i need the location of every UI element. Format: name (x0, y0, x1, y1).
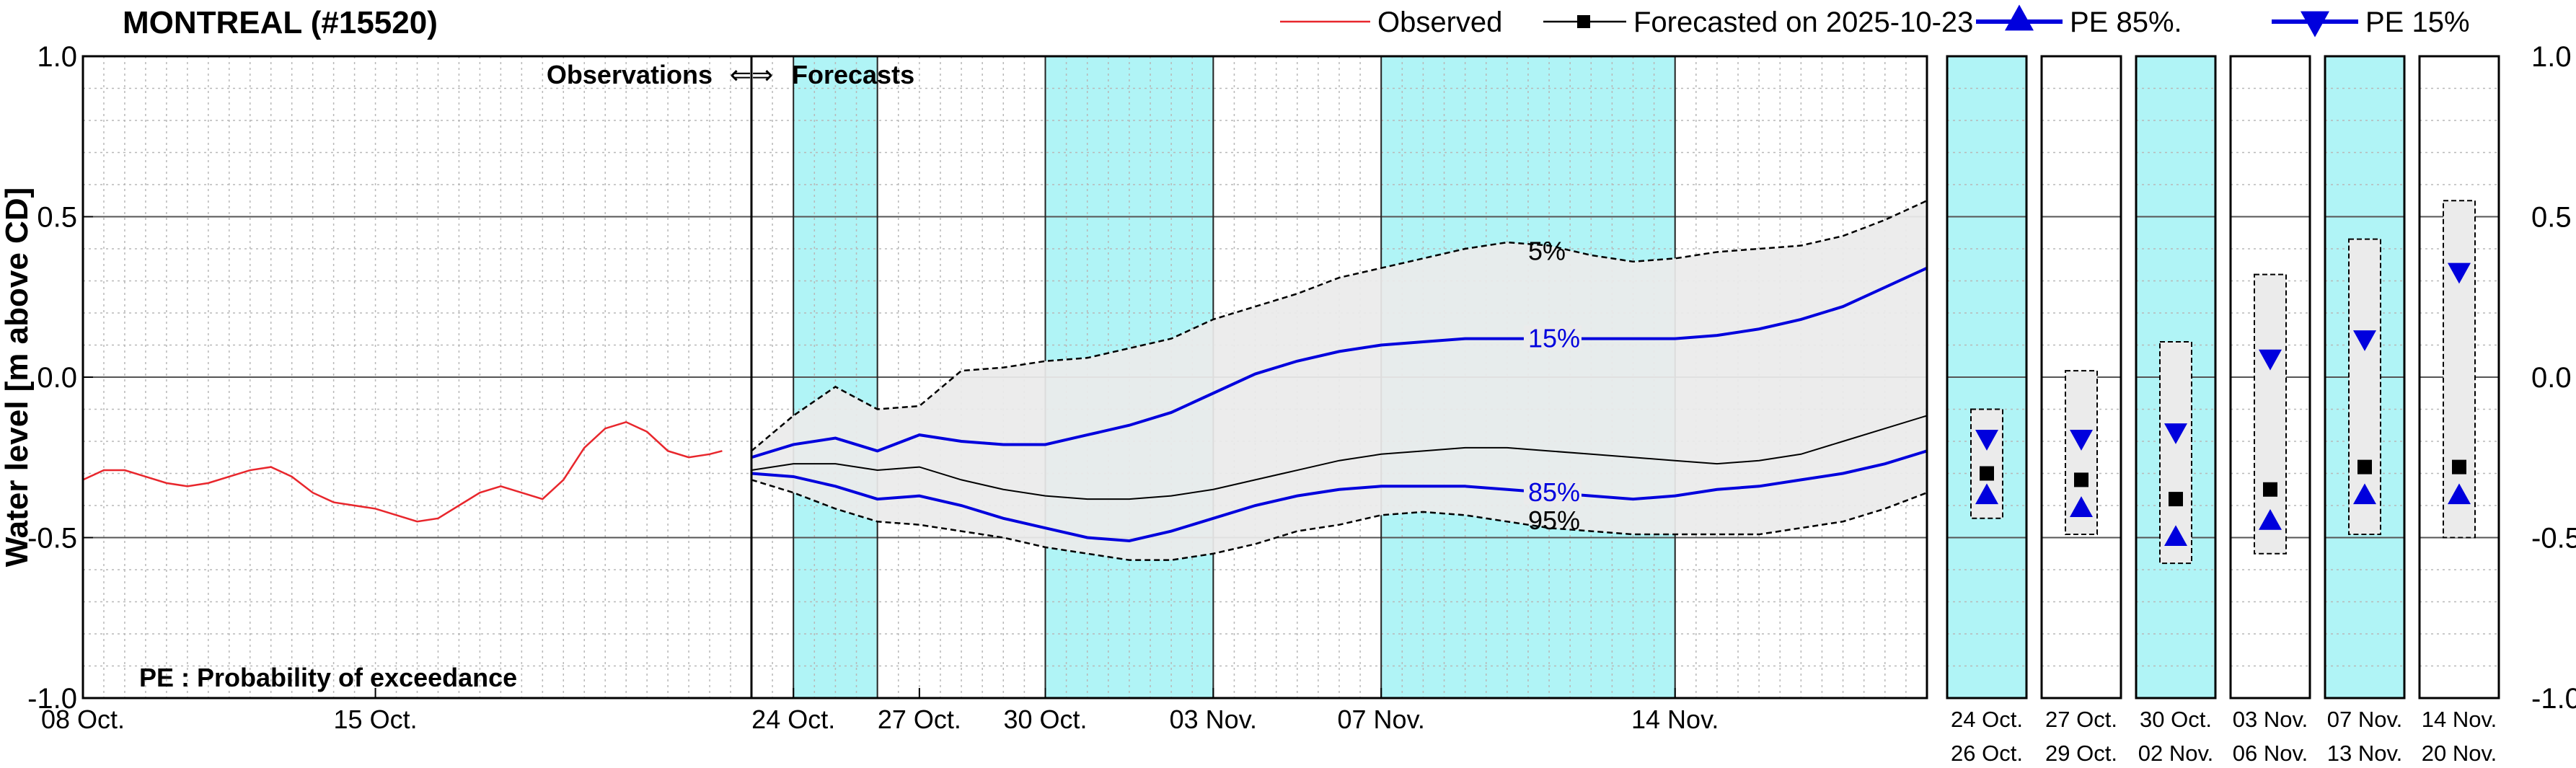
weekly-pe15-marker (2164, 423, 2187, 444)
weekly-pe85-marker (2353, 483, 2376, 505)
weekly-pe15-marker (2259, 349, 2282, 371)
legend-forecast-marker (1577, 15, 1590, 28)
legend-pe15-triangle (2301, 11, 2329, 37)
weekly-pe85-marker (2164, 525, 2187, 547)
x-tick-label: 27 Oct. (878, 705, 961, 734)
legend-pe15-label: PE 15% (2365, 6, 2470, 38)
weekly-forecast-marker (2452, 459, 2466, 475)
series-line-85pct (751, 449, 1928, 542)
legend: Observed Forecasted on 2025-10-23 PE 85%. P… (1280, 4, 2470, 38)
line-label-bg (1523, 480, 1582, 505)
weekly-forecast-marker (2357, 459, 2372, 475)
weekly-panel-frame (2418, 55, 2500, 699)
series-line-95pct (751, 479, 1928, 561)
line-label-5pct: 5% (1528, 237, 1566, 266)
weekly-forecast-marker (1980, 466, 1994, 481)
weekly-panel-frame (1946, 55, 2028, 699)
x-tick-label: 14 Nov. (1631, 705, 1719, 734)
weekly-box-panel: 27 Oct. 29 Oct. (2040, 55, 2122, 766)
x-tick-label: 24 Oct. (751, 705, 835, 734)
weekly-forecast-marker (2169, 492, 2183, 507)
forecasts-annotation: Forecasts (792, 60, 914, 89)
weekly-pe85-marker (2448, 483, 2471, 505)
weekly-label-start: 27 Oct. (2045, 707, 2117, 732)
y-tick-label-left: 0.0 (37, 362, 77, 394)
weekly-box-panel: 14 Nov. 20 Nov. (2418, 55, 2500, 766)
plot-area: 5% 15% 85%95% 08 Oct. 15 Oct. 24 Oct. 27 Oct. 3… (0, 41, 2576, 734)
weekly-pe15-marker (2070, 430, 2093, 451)
weekly-range-box (2443, 200, 2476, 539)
chart-title: MONTREAL (#15520) (123, 5, 438, 40)
x-tick-label: 07 Nov. (1338, 705, 1425, 734)
weekly-forecast-marker (2263, 482, 2277, 497)
weekly-pe15-marker (2353, 330, 2376, 351)
probability-band (751, 200, 1927, 560)
weekly-panel-frame (2040, 55, 2122, 699)
line-label-95pct: 95% (1528, 506, 1580, 535)
weekly-panel-frame (2229, 55, 2311, 699)
legend-forecast-label: Forecasted on 2025-10-23 (1633, 6, 1973, 38)
weekly-label-end: 02 Nov. (2138, 741, 2214, 766)
weekly-pe85-marker (1975, 483, 1998, 505)
series-line-5pct (751, 200, 1928, 452)
y-tick-label-right: 0.5 (2531, 202, 2572, 234)
weekly-label-end: 06 Nov. (2233, 741, 2308, 766)
legend-pe85-label: PE 85%. (2070, 6, 2182, 38)
y-tick-label-left: -1.0 (27, 683, 77, 715)
weekly-panel-frame (2324, 55, 2406, 699)
weekly-pe15-marker (1975, 430, 1998, 451)
weekly-pe85-marker (2070, 496, 2093, 517)
x-tick-label: 03 Nov. (1170, 705, 1257, 734)
x-tick-label: 08 Oct. (41, 705, 125, 734)
pe-note: PE : Probability of exceedance (139, 663, 517, 692)
y-axis-label: Water level [m above CD] (0, 187, 35, 568)
weekly-label-start: 14 Nov. (2422, 707, 2497, 732)
weekly-label-start: 24 Oct. (1951, 707, 2023, 732)
y-tick-label-right: -0.5 (2531, 523, 2576, 555)
line-label-15pct: 15% (1528, 324, 1580, 353)
legend-observed-label: Observed (1377, 6, 1502, 38)
weekly-label-end: 26 Oct. (1951, 741, 2023, 766)
series-line-15pct (751, 266, 1928, 459)
weekly-pe85-marker (2259, 508, 2282, 530)
y-tick-label-right: 0.0 (2531, 362, 2572, 394)
x-tick-label: 30 Oct. (1003, 705, 1087, 734)
line-label-85pct: 85% (1528, 477, 1580, 507)
y-tick-label-left: -0.5 (27, 523, 77, 555)
weekly-boxes: 24 Oct. 26 Oct. 27 Oct. 29 Oct. 30 Oct. 02 No… (1946, 55, 2500, 766)
series-line-forecast (751, 415, 1928, 500)
observations-annotation: Observations (547, 60, 713, 89)
weekly-label-start: 30 Oct. (2140, 707, 2212, 732)
weekly-pe15-marker (2448, 262, 2471, 284)
y-tick-label-left: 1.0 (37, 41, 77, 73)
weekly-box-panel: 24 Oct. 26 Oct. (1946, 55, 2028, 766)
obs-forecast-arrow: ⇐⇒ (730, 60, 773, 89)
weekly-box-panel: 07 Nov. 13 Nov. (2324, 55, 2406, 766)
weekly-label-end: 13 Nov. (2327, 741, 2403, 766)
legend-pe85-triangle (2005, 4, 2034, 31)
observed-line (82, 420, 723, 523)
weekly-range-box (2254, 273, 2287, 555)
weekly-box-panel: 03 Nov. 06 Nov. (2229, 55, 2311, 766)
weekly-label-end: 20 Nov. (2422, 741, 2497, 766)
y-tick-label-right: -1.0 (2531, 683, 2576, 715)
weekly-box-panel: 30 Oct. 02 Nov. (2135, 55, 2217, 766)
weekly-label-end: 29 Oct. (2045, 741, 2117, 766)
line-label-bg (1523, 325, 1582, 350)
x-tick-label: 15 Oct. (334, 705, 418, 734)
y-tick-label-right: 1.0 (2531, 41, 2572, 73)
weekly-label-start: 07 Nov. (2327, 707, 2403, 732)
weekly-label-start: 03 Nov. (2233, 707, 2308, 732)
weekly-forecast-marker (2074, 472, 2088, 487)
weekly-panel-frame (2135, 55, 2217, 699)
y-tick-label-left: 0.5 (37, 202, 77, 234)
